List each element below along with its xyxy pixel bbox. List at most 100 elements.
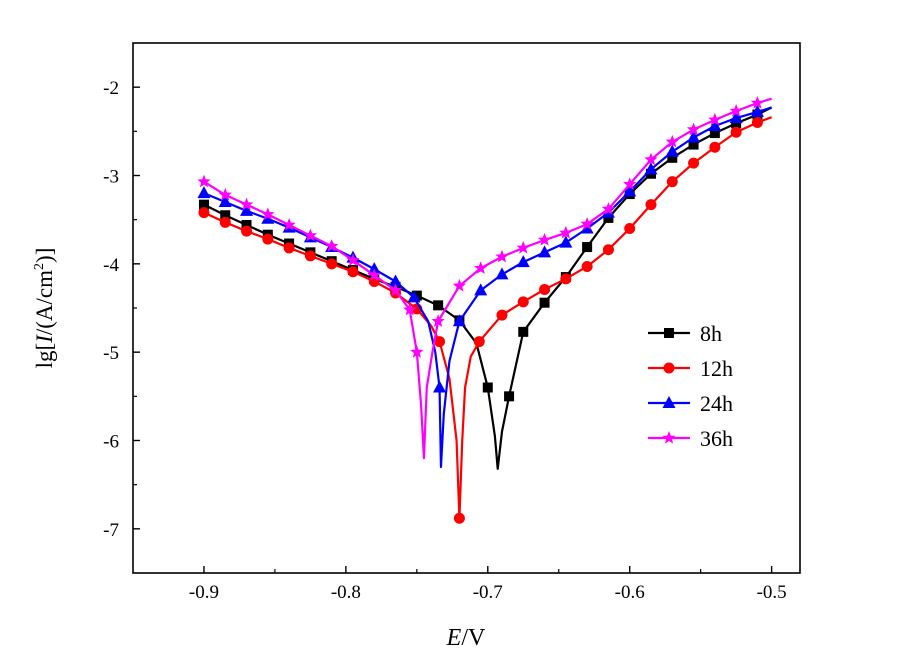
data-point-12h — [688, 157, 700, 169]
data-point-36h — [708, 112, 722, 126]
data-point-8h — [198, 199, 209, 210]
data-point-24h — [495, 267, 509, 280]
data-point-12h — [326, 258, 338, 270]
data-point-8h — [504, 391, 515, 402]
data-point-24h — [367, 262, 381, 275]
data-point-36h — [346, 253, 360, 266]
data-point-12h — [283, 242, 295, 254]
x-tick-label: -0.7 — [473, 582, 503, 603]
data-point-24h — [623, 184, 637, 197]
data-point-36h — [239, 197, 254, 211]
legend-item-12h: 12h — [648, 356, 733, 381]
legend-label: 36h — [700, 426, 733, 451]
data-point-36h — [197, 174, 211, 188]
data-point-12h — [473, 336, 485, 348]
y-axis-label: lg[I/(A/cm2)] — [32, 248, 57, 369]
data-point-36h — [474, 261, 488, 274]
data-point-8h — [220, 210, 231, 221]
data-point-8h — [709, 128, 720, 139]
data-point-24h — [708, 119, 722, 132]
y-tick-label: -3 — [103, 167, 119, 188]
data-point-12h — [517, 296, 529, 308]
data-point-24h — [665, 144, 679, 157]
series-line-12h — [203, 116, 773, 520]
data-point-24h — [644, 162, 658, 175]
data-point-36h — [644, 152, 658, 166]
data-point-24h — [516, 255, 530, 268]
data-point-12h — [709, 141, 721, 153]
legend-marker — [662, 431, 676, 444]
data-point-36h — [601, 202, 616, 215]
series-36h — [197, 96, 772, 460]
data-point-12h — [496, 309, 508, 321]
data-point-24h — [687, 130, 701, 143]
x-axis: -0.9 -0.8 -0.7 -0.6 -0.5 — [189, 566, 787, 603]
data-point-12h — [304, 250, 316, 262]
data-point-24h — [261, 211, 275, 224]
legend-label: 8h — [700, 321, 722, 346]
data-point-36h — [303, 228, 318, 242]
legend-marker — [662, 396, 676, 408]
series-line-8h — [203, 106, 773, 470]
data-point-36h — [261, 207, 275, 221]
plot-frame — [132, 42, 801, 574]
legend: 8h 12h 24h 36h — [648, 321, 733, 451]
legend-item-8h: 8h — [648, 321, 722, 346]
data-point-24h — [407, 290, 421, 303]
data-point-12h — [347, 266, 359, 278]
legend-item-24h: 24h — [648, 391, 733, 416]
legend-item-36h: 36h — [648, 426, 733, 451]
data-point-36h — [282, 217, 296, 231]
data-point-24h — [750, 104, 764, 117]
data-point-8h — [482, 382, 493, 393]
legend-label: 24h — [700, 391, 733, 416]
y-tick-label: -5 — [103, 343, 119, 364]
data-point-36h — [729, 104, 743, 117]
data-point-36h — [452, 278, 467, 292]
data-point-24h — [559, 235, 573, 248]
y-tick-label: -4 — [103, 255, 119, 276]
data-point-36h — [495, 249, 509, 263]
data-point-8h — [241, 219, 252, 230]
data-point-36h — [559, 225, 573, 239]
data-point-12h — [434, 336, 446, 348]
data-point-12h — [560, 273, 572, 285]
data-point-36h — [537, 232, 552, 246]
data-point-12h — [198, 207, 210, 219]
data-point-12h — [581, 260, 593, 272]
legend-label: 12h — [700, 356, 733, 381]
data-point-24h — [433, 380, 447, 393]
series-line-24h — [203, 106, 772, 469]
series-24h — [197, 104, 772, 469]
data-point-12h — [666, 176, 678, 188]
data-point-36h — [580, 217, 594, 230]
data-point-12h — [241, 225, 253, 237]
data-point-24h — [389, 274, 403, 287]
x-tick-label: -0.9 — [189, 582, 219, 603]
data-point-8h — [688, 139, 699, 150]
y-tick-label: -6 — [103, 432, 119, 453]
data-point-24h — [218, 195, 232, 207]
data-point-36h — [403, 302, 417, 316]
data-point-24h — [452, 314, 466, 327]
series-line-36h — [203, 97, 772, 460]
data-point-8h — [603, 212, 614, 223]
data-point-12h — [751, 117, 763, 128]
data-point-8h — [667, 152, 678, 163]
y-tick-label: -2 — [103, 78, 119, 99]
data-point-8h — [518, 326, 529, 337]
data-point-36h — [218, 187, 232, 201]
data-point-24h — [729, 111, 743, 124]
data-point-24h — [538, 245, 552, 258]
data-point-8h — [582, 242, 593, 253]
data-point-24h — [474, 283, 488, 296]
data-point-36h — [325, 239, 339, 252]
x-tick-label: -0.6 — [615, 582, 645, 603]
x-tick-label: -0.8 — [331, 582, 361, 603]
data-point-12h — [539, 283, 551, 295]
data-point-12h — [624, 223, 636, 234]
data-point-36h — [367, 268, 381, 281]
data-point-36h — [431, 314, 445, 327]
data-point-36h — [665, 134, 679, 148]
